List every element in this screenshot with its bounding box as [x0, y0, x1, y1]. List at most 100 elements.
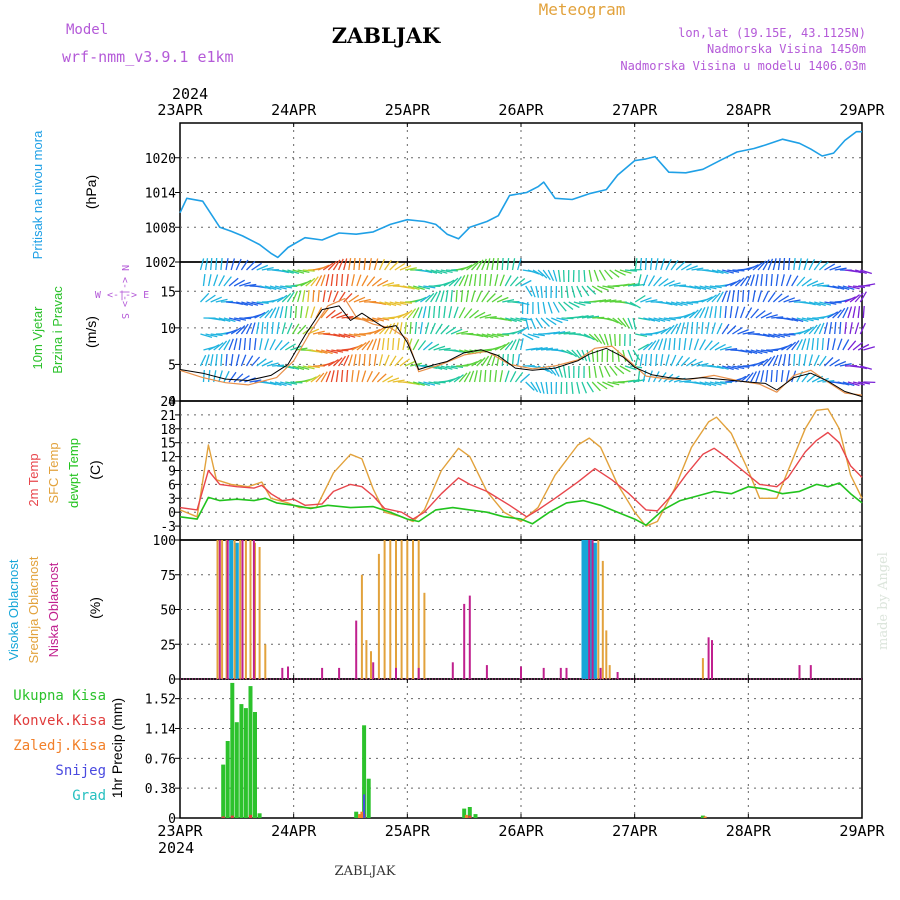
wind-arrow — [740, 349, 753, 354]
wind-arrow — [596, 381, 608, 390]
wind-arrow — [264, 308, 274, 319]
precip-panel — [179, 678, 863, 819]
wind-arrow — [562, 365, 567, 378]
wind-arrow — [747, 264, 759, 271]
wind-arrow — [218, 317, 231, 323]
wind-arrow — [210, 258, 213, 271]
wind-arrow — [734, 277, 745, 287]
wind-arrow — [834, 321, 837, 335]
wind-arrow — [696, 362, 709, 367]
wind-arrow — [824, 357, 834, 367]
wind-arrow — [655, 258, 659, 271]
wind-arrow — [422, 341, 433, 351]
wind-arrow — [399, 358, 410, 367]
wind-arrow — [737, 328, 749, 335]
y-tick-label: 0 — [168, 395, 176, 410]
wind-arrow — [614, 365, 625, 375]
wind-arrow — [256, 322, 260, 335]
wind-arrow — [775, 274, 779, 287]
wind-arrow — [516, 354, 521, 367]
wind-arrow — [253, 338, 257, 351]
wind-arrow — [750, 274, 755, 287]
wind-arrow — [274, 285, 287, 290]
wind-arrow — [714, 381, 727, 385]
wind-arrow — [576, 285, 583, 298]
y-tick-label: 0 — [168, 506, 176, 521]
wind-arrow — [256, 358, 267, 367]
wind-arrow — [453, 374, 464, 383]
wind-arrow — [351, 343, 363, 351]
wind-arrow — [863, 346, 875, 351]
cloud-bar — [520, 666, 522, 679]
wind-arrow — [602, 285, 615, 289]
cloud-bar — [377, 553, 380, 679]
precip-legend-snow: Snijeg — [55, 763, 106, 779]
wind-arrow — [591, 285, 603, 293]
wind-arrow — [591, 349, 595, 362]
wind-arrow — [643, 317, 656, 322]
cloud-bar — [241, 540, 244, 679]
wind-arrow — [808, 354, 814, 367]
wind-arrow — [716, 365, 729, 370]
wind-arrow — [228, 338, 234, 351]
wind-arrow — [331, 349, 344, 353]
wind-arrow — [704, 340, 713, 351]
wind-arrow — [458, 307, 466, 319]
cloud-bar — [389, 540, 392, 679]
wind-arrow — [340, 273, 344, 287]
wind-arrow — [525, 317, 530, 330]
wind-arrow — [821, 337, 824, 351]
wind-arrow — [683, 338, 687, 351]
cloud-bar — [226, 540, 229, 679]
wind-arrow — [586, 285, 597, 295]
wind-arrow — [327, 260, 338, 271]
wind-arrow — [199, 292, 210, 303]
wind-arrow — [335, 370, 339, 383]
wind-arrow — [727, 365, 739, 370]
wind-arrow — [786, 341, 797, 351]
wind-arrow — [433, 345, 446, 351]
wind-arrow — [509, 371, 517, 383]
y-tick-label: 0 — [168, 673, 176, 688]
wind-arrow — [780, 370, 784, 383]
wind-arrow — [371, 277, 382, 287]
wind-arrow — [755, 274, 759, 287]
wind-arrow — [223, 276, 232, 287]
y-tick-label: 21 — [160, 409, 176, 424]
y-tick-label: 12 — [160, 451, 176, 466]
wind-arrow — [281, 292, 292, 303]
wind-arrow — [686, 358, 697, 367]
wind-arrow — [632, 349, 641, 361]
wind-arrow — [287, 269, 300, 275]
precip-bar — [253, 712, 257, 818]
wind-arrow — [465, 290, 470, 303]
wind-arrow — [632, 317, 637, 330]
wind-arrow — [742, 289, 745, 303]
wind-arrow — [261, 322, 264, 335]
wind-arrow — [368, 353, 371, 367]
wind-arrow — [269, 307, 277, 319]
wind-arrow — [414, 321, 418, 335]
wind-arrow — [522, 333, 534, 341]
cloud-side-label-1: Visoka Oblacnost — [6, 559, 21, 660]
wind-arrow — [340, 369, 344, 383]
wind-arrow — [788, 353, 791, 367]
wind-arrow — [685, 322, 689, 335]
wind-arrow — [476, 357, 486, 367]
wind-arrow — [374, 326, 385, 335]
wind-side-label-1: 10m Vjetar — [30, 306, 45, 370]
wind-arrow — [745, 274, 752, 287]
wind-arrow — [829, 358, 840, 367]
wind-arrow — [358, 354, 361, 367]
wind-arrow — [679, 379, 692, 383]
wind-arrow — [310, 306, 316, 319]
wind-arrow — [609, 333, 613, 346]
wind-arrow — [675, 301, 688, 306]
y-tick-label: 15 — [160, 437, 176, 452]
wind-arrow — [392, 379, 405, 383]
wind-arrow — [381, 338, 385, 351]
wind-arrow — [448, 277, 459, 287]
wind-arrow — [670, 354, 677, 367]
wind-arrow — [694, 381, 707, 386]
cloud-bar — [239, 540, 242, 679]
